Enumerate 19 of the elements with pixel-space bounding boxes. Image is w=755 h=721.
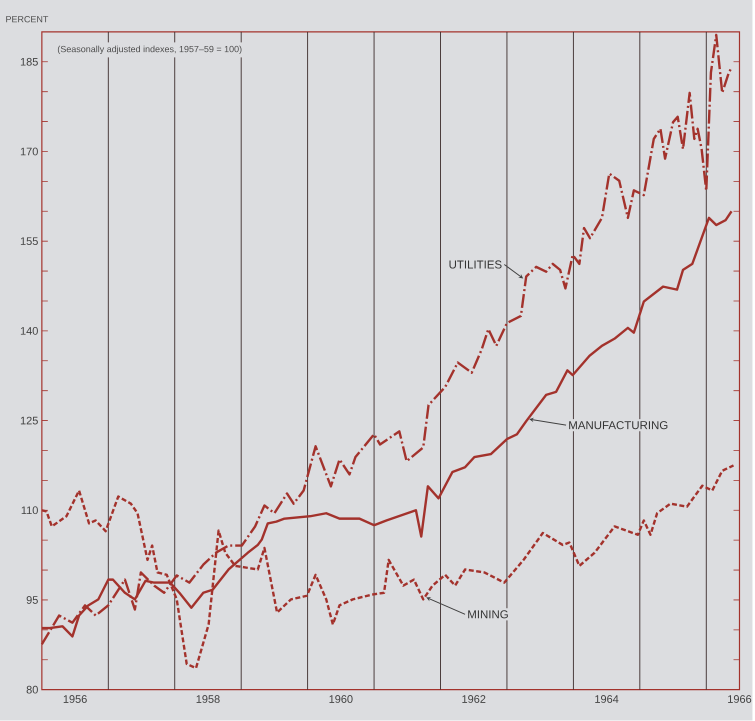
- text: (Seasonally adjusted indexes, 1957–59 = 100): [58, 46, 242, 54]
- y-tick-label: 80: [26, 686, 38, 694]
- y-tick-label: 185: [20, 58, 38, 66]
- text: MANUFACTURING: [569, 421, 668, 430]
- x-tick-label: 1960: [329, 695, 353, 704]
- y-tick-label: 155: [20, 238, 38, 246]
- text: MINING: [468, 610, 508, 619]
- x-tick-label: 1962: [462, 695, 486, 704]
- y-tick-label: 170: [20, 148, 38, 156]
- y-axis-title: PERCENT: [6, 16, 48, 23]
- x-tick-label: 1958: [196, 695, 220, 704]
- x-tick-label: 1966: [728, 695, 752, 704]
- y-tick-label: 110: [22, 506, 38, 514]
- y-tick-label: 140: [20, 327, 38, 335]
- x-tick-label: 1964: [595, 695, 618, 704]
- y-tick-label: 125: [20, 416, 38, 425]
- y-tick-label: 95: [26, 596, 38, 604]
- x-tick-label: 1956: [64, 695, 87, 704]
- text: UTILITIES: [449, 260, 502, 269]
